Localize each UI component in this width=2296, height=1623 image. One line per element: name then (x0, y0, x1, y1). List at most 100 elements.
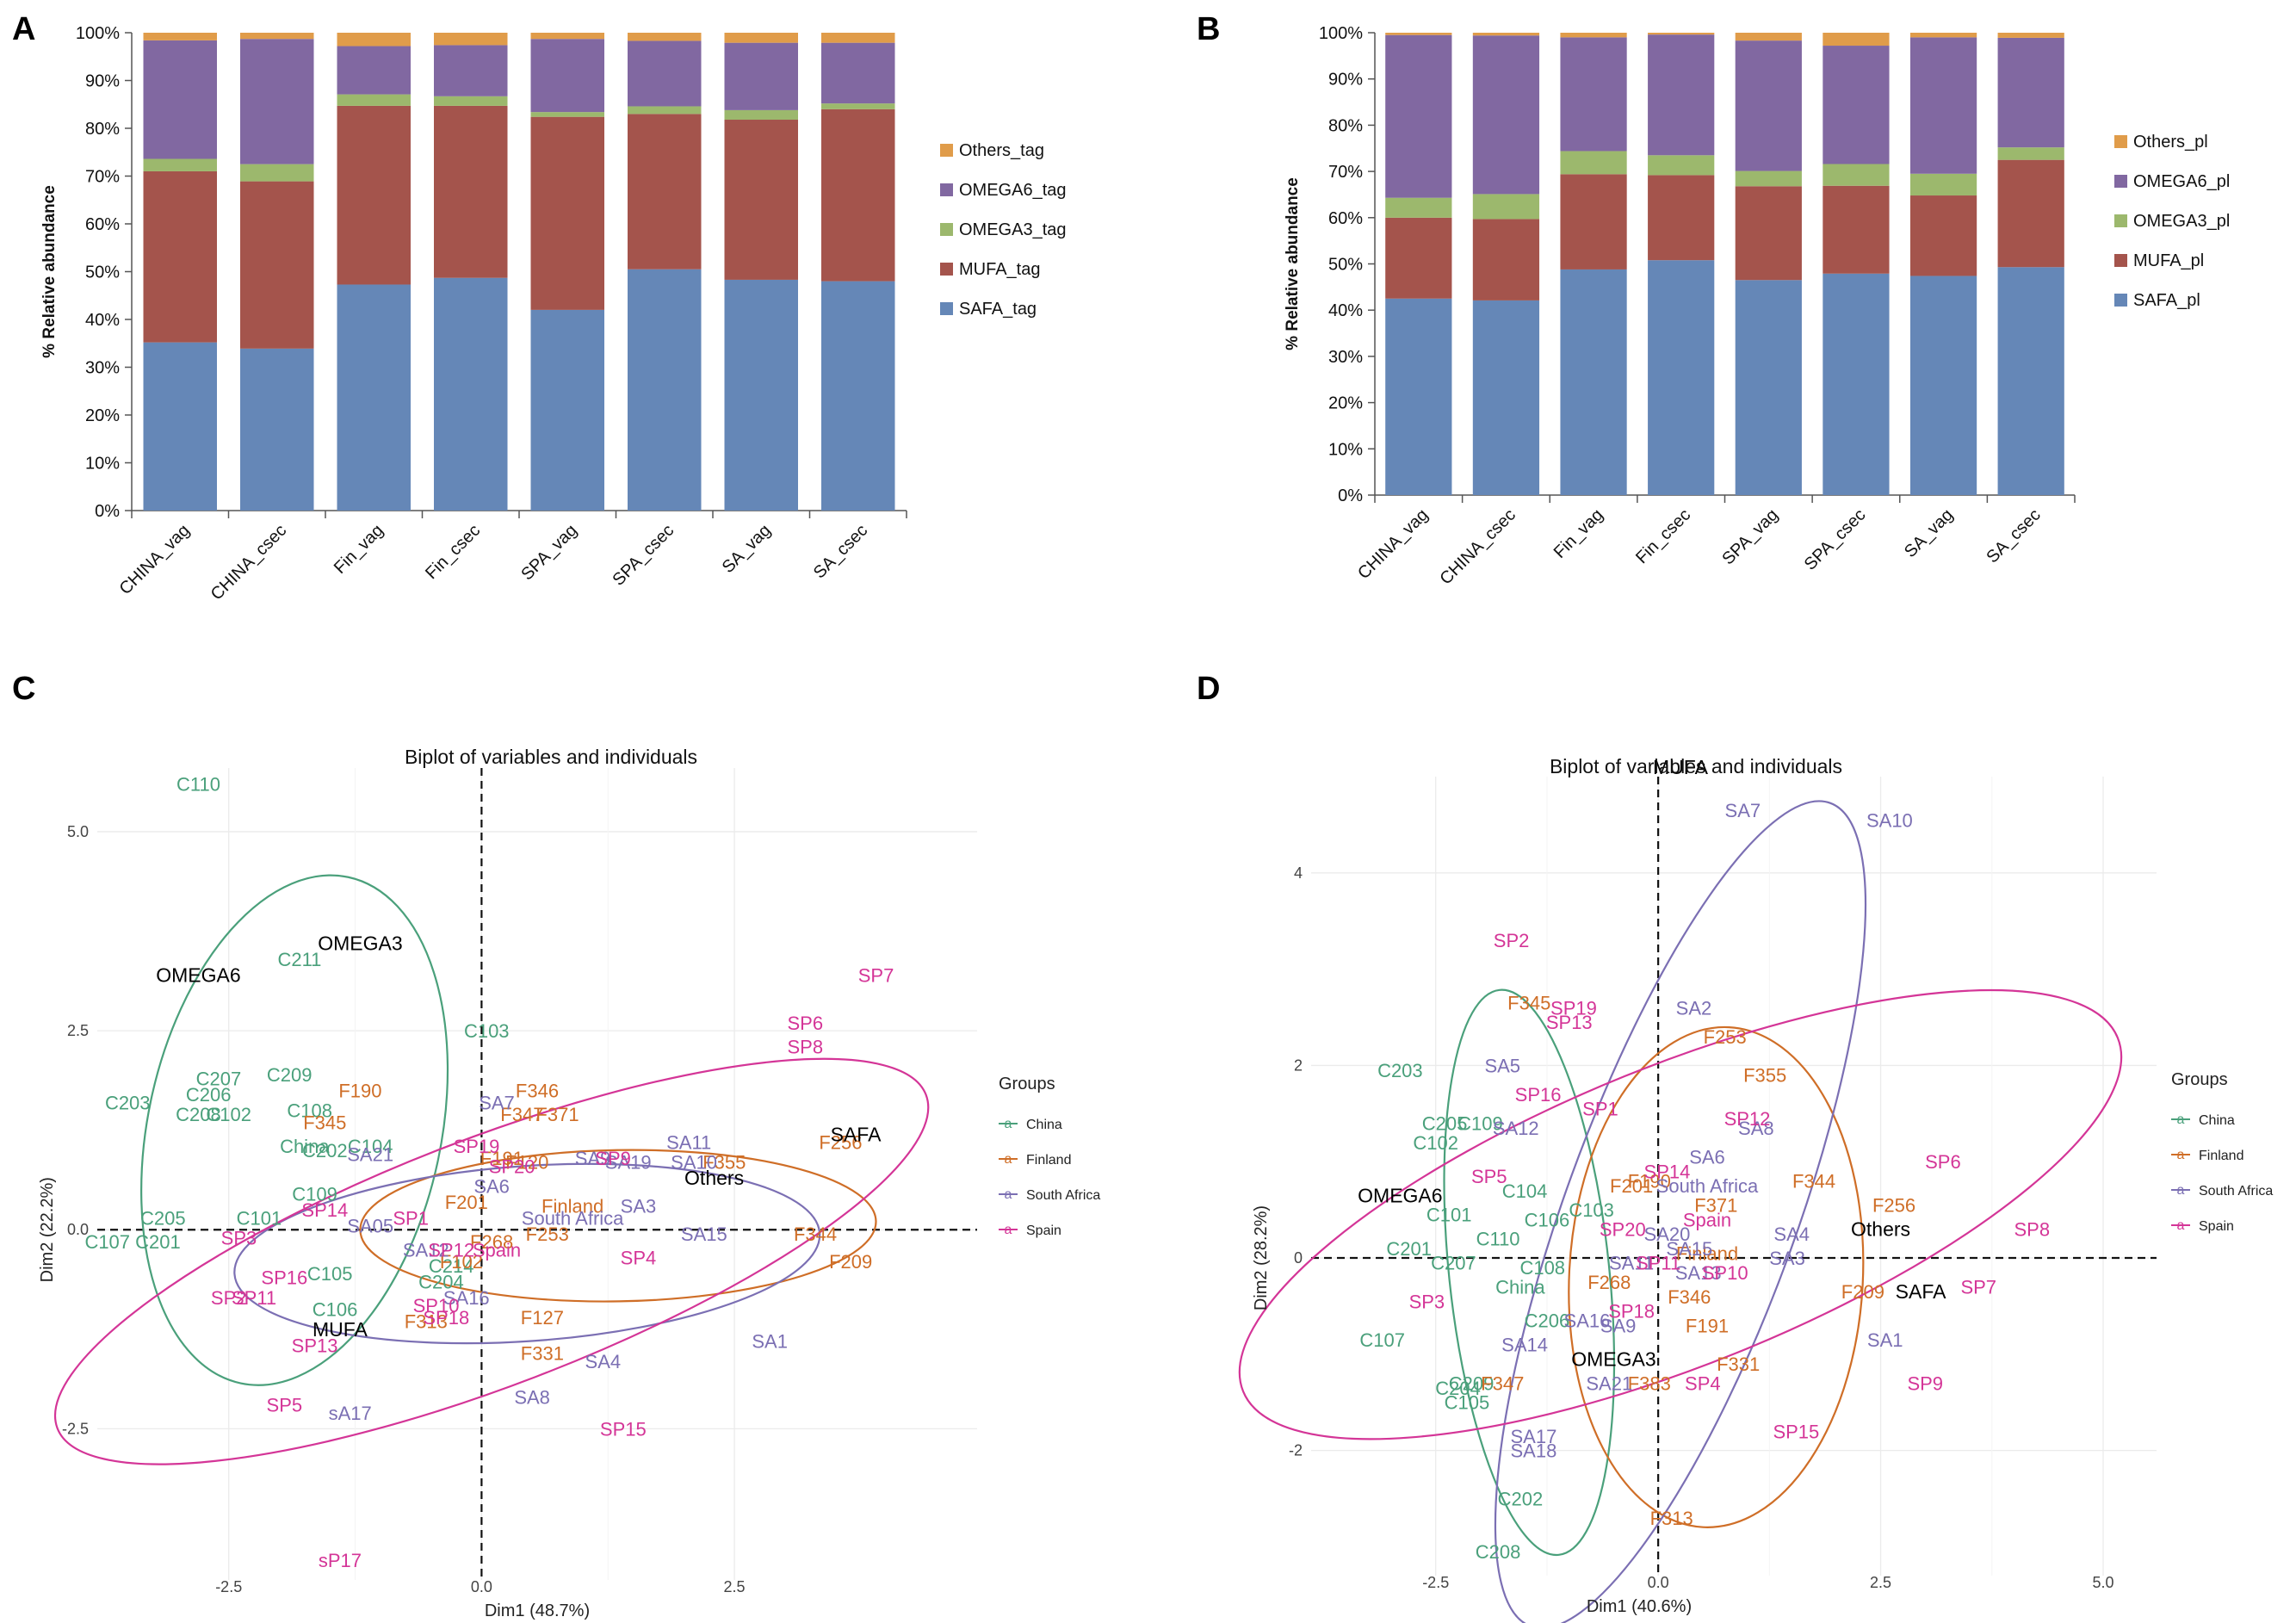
y-tick-label: 0 (1294, 1249, 1303, 1267)
bar-safa-sa_csec (1997, 267, 2064, 495)
legend-label: South Africa (1026, 1188, 1100, 1203)
bar-omega3-fin_vag (337, 94, 411, 106)
y-axis-label: % Relative abundance (1284, 177, 1302, 350)
legend-swatch (2114, 294, 2127, 307)
point-label: SA19 (605, 1152, 652, 1174)
confidence-ellipse-spain (1238, 988, 2123, 1440)
point-label: SA7 (1725, 800, 1761, 821)
point-label: SA15 (1666, 1238, 1712, 1260)
bar-safa-china_csec (1472, 300, 1540, 495)
panel-letter-b: B (1197, 11, 1220, 47)
legend-title: Groups (2171, 1070, 2228, 1089)
point-label: SP14 (1644, 1161, 1691, 1182)
bar-omega3-sa_vag (724, 109, 798, 121)
point-label: SP11 (1636, 1253, 1680, 1274)
point-label: C207 (1431, 1253, 1476, 1274)
point-label: C106 (313, 1299, 358, 1321)
point-label: F190 (1628, 1171, 1671, 1192)
legend-key-glyph: a (2177, 1112, 2185, 1127)
y-tick-label: 30% (1328, 348, 1363, 367)
point-label: SP5 (1471, 1166, 1507, 1187)
point-label: F346 (1668, 1286, 1711, 1308)
point-label: South Africa (522, 1207, 624, 1229)
point-label: F371 (1694, 1195, 1737, 1217)
point-label: SP12 (428, 1239, 474, 1261)
point-label: SA12 (1493, 1118, 1539, 1139)
x-tick-label: 0.0 (1648, 1574, 1669, 1591)
y-axis-label: % Relative abundance (40, 185, 59, 358)
legend-label: South Africa (2199, 1184, 2273, 1199)
point-label: China (1495, 1277, 1545, 1298)
bar-omega6-china_csec (240, 39, 314, 164)
point-label: SP3 (221, 1227, 257, 1248)
point-label: F331 (521, 1343, 564, 1365)
legend-label: OMEGA3_pl (2133, 212, 2230, 231)
legend-key-glyph: a (1005, 1117, 1012, 1131)
point-label: F347 (500, 1104, 543, 1125)
point-label: C206 (1525, 1310, 1570, 1332)
point-label: F209 (829, 1251, 872, 1273)
point-label: SA14 (1501, 1335, 1548, 1356)
y-tick-label: 2 (1294, 1056, 1303, 1074)
bar-omega6-fin_csec (434, 45, 508, 96)
variable-label: MUFA (1653, 756, 1709, 778)
bar-safa-china_vag (143, 342, 217, 511)
point-label: SP16 (1515, 1084, 1562, 1106)
bar-others-sa_csec (821, 33, 895, 43)
point-label: SA11 (1609, 1253, 1654, 1274)
y-tick-label: -2 (1289, 1442, 1303, 1459)
bar-omega6-spa_vag (530, 39, 604, 113)
bar-omega3-china_vag (1385, 197, 1452, 218)
point-label: Finland (542, 1195, 603, 1217)
bar-others-china_vag (1385, 33, 1452, 35)
point-label: SA18 (1511, 1440, 1557, 1462)
point-label: F347 (1481, 1372, 1524, 1394)
bar-others-spa_vag (530, 33, 604, 40)
bar-omega3-fin_csec (434, 96, 508, 106)
point-label: SP8 (2014, 1218, 2050, 1240)
point-label: F253 (526, 1223, 569, 1245)
y-tick-label: 90% (85, 72, 120, 91)
bar-others-spa_csec (628, 33, 702, 41)
point-label: SP10 (413, 1295, 460, 1316)
point-label: SA11 (666, 1132, 711, 1154)
bar-omega3-fin_vag (1560, 151, 1627, 175)
point-label: F190 (338, 1080, 381, 1101)
y-tick-label: 40% (1328, 301, 1363, 320)
point-label: C214 (429, 1255, 474, 1277)
point-label: SP4 (1685, 1372, 1721, 1394)
point-label: F256 (819, 1132, 862, 1154)
y-axis-label: Dim2 (28.2%) (1252, 1205, 1271, 1310)
point-label: C102 (1413, 1132, 1458, 1154)
bar-mufa-sa_vag (724, 120, 798, 280)
bar-mufa-china_vag (143, 170, 217, 343)
bar-omega3-spa_csec (628, 106, 702, 115)
legend-swatch (940, 302, 953, 315)
x-tick-label: -2.5 (1422, 1574, 1449, 1591)
bar-mufa-sa_csec (821, 108, 895, 282)
point-label: SA3 (1769, 1248, 1805, 1269)
variable-label: SAFA (1896, 1280, 1946, 1303)
y-tick-label: 70% (85, 168, 120, 187)
bar-omega6-fin_vag (337, 46, 411, 95)
legend-label: China (1026, 1118, 1062, 1132)
legend-label: OMEGA3_tag (959, 220, 1067, 239)
point-label: SP15 (1773, 1421, 1819, 1442)
legend-label: Spain (2199, 1219, 2234, 1234)
legend-label: Finland (2199, 1149, 2243, 1163)
point-label: F371 (535, 1104, 579, 1125)
point-label: F120 (505, 1152, 548, 1174)
legend-swatch (2114, 135, 2127, 148)
bar-omega6-sa_vag (724, 42, 798, 110)
variable-label: OMEGA6 (156, 963, 240, 986)
legend-key-glyph: a (1005, 1187, 1012, 1202)
legend-label: MUFA_pl (2133, 251, 2204, 270)
legend-key-glyph: a (2177, 1148, 2185, 1162)
point-label: F345 (303, 1112, 346, 1133)
point-label: SA4 (585, 1351, 622, 1372)
legend-swatch (940, 183, 953, 196)
point-label: SP8 (788, 1037, 824, 1058)
y-tick-label: 20% (85, 406, 120, 425)
bar-omega3-sa_csec (1997, 147, 2064, 160)
